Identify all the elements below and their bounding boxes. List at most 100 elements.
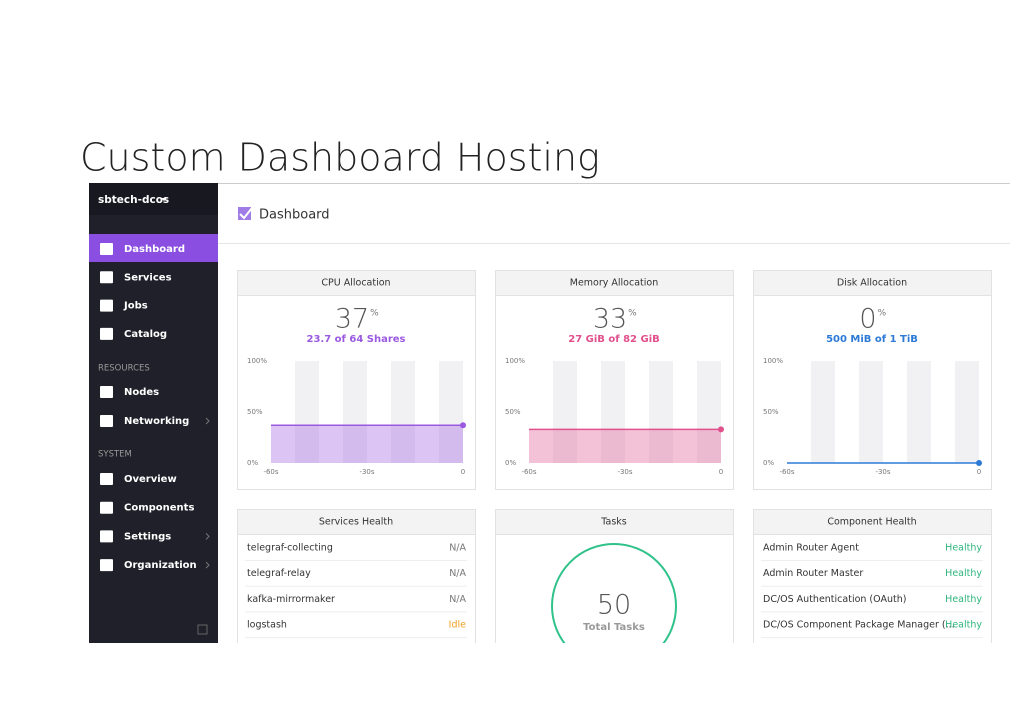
chart-stripe <box>649 361 673 463</box>
y-tick-label: 100% <box>247 357 267 365</box>
allocation-unit: % <box>370 309 379 319</box>
nav-chevron <box>205 561 210 569</box>
chart-stripe <box>697 361 721 463</box>
row-name: Admin Router Agent <box>763 543 859 554</box>
page-header: Dashboard <box>259 208 330 223</box>
nav-icon <box>100 415 113 427</box>
row-name: logstash <box>247 620 287 631</box>
row-status: N/A <box>449 568 466 579</box>
card-title: Services Health <box>319 517 393 528</box>
allocation-dot <box>460 422 466 429</box>
allocation-dot <box>718 426 724 433</box>
nav-item[interactable]: Settings <box>124 531 171 542</box>
nav-item[interactable]: Services <box>124 272 172 283</box>
nav-icon <box>100 386 113 398</box>
y-tick-label: 0% <box>763 459 774 467</box>
y-tick-label: 0% <box>247 459 258 467</box>
row-name: kafka-mirrormaker <box>247 594 335 605</box>
tasks-ring <box>551 543 677 643</box>
nav-icon <box>100 559 113 572</box>
allocation-area <box>271 425 463 463</box>
card-title: Component Health <box>827 517 916 528</box>
card-header <box>238 271 475 295</box>
nav-item[interactable]: Components <box>124 503 194 514</box>
x-tick-label: -60s <box>263 468 278 476</box>
row-status: Healthy <box>945 594 982 605</box>
x-tick-label: 0 <box>719 468 723 476</box>
nav-heading: RESOURCES <box>98 364 150 374</box>
nav-icon <box>100 299 113 312</box>
y-tick-label: 0% <box>505 459 516 467</box>
nav-item[interactable]: Dashboard <box>124 244 185 255</box>
chart-stripe <box>907 361 931 463</box>
x-tick-label: -30s <box>617 468 632 476</box>
chart-stripe <box>343 361 367 463</box>
allocation-dot <box>976 460 982 466</box>
card-title: Memory Allocation <box>570 278 659 289</box>
x-tick-label: 0 <box>461 468 465 476</box>
card-header <box>238 510 475 534</box>
allocation-detail: 27 GiB of 82 GiB <box>568 334 660 345</box>
row-status: Healthy <box>945 568 982 579</box>
allocation-percent: 37 <box>335 304 369 335</box>
row-name: Admin Router Master <box>763 568 863 579</box>
row-name: DC/OS Authentication (OAuth) <box>763 594 906 605</box>
nav-icon <box>100 271 113 284</box>
row-name: telegraf-collecting <box>247 543 333 554</box>
x-tick-label: -60s <box>521 468 536 476</box>
chart-stripe <box>601 361 625 463</box>
tasks-count: 50 <box>597 590 631 621</box>
y-tick-label: 50% <box>763 408 779 416</box>
allocation-unit: % <box>878 309 887 319</box>
x-tick-label: -30s <box>359 468 374 476</box>
chart-stripe <box>391 361 415 463</box>
y-tick-label: 50% <box>505 408 521 416</box>
allocation-percent: 33 <box>593 304 627 335</box>
row-status: Idle <box>449 620 466 631</box>
nav-item[interactable]: Jobs <box>123 301 148 312</box>
nav-item[interactable]: Catalog <box>124 329 167 340</box>
row-name: telegraf-relay <box>247 568 311 579</box>
x-tick-label: -60s <box>779 468 794 476</box>
allocation-unit: % <box>628 309 637 319</box>
card-header <box>754 271 991 295</box>
cluster-name[interactable]: sbtech-dcos <box>98 194 169 206</box>
allocation-area <box>529 429 721 463</box>
row-status: Healthy <box>945 620 982 631</box>
x-tick-label: -30s <box>875 468 890 476</box>
card-title: Tasks <box>600 517 627 528</box>
allocation-detail: 23.7 of 64 Shares <box>307 334 406 345</box>
nav-item[interactable]: Organization <box>124 560 197 571</box>
card-title: Disk Allocation <box>837 278 907 289</box>
allocation-percent: 0 <box>859 304 876 335</box>
nav-chevron <box>205 533 210 540</box>
nav-icon <box>100 501 113 514</box>
nav-item[interactable]: Networking <box>124 416 189 427</box>
nav-icon <box>100 243 113 255</box>
card-header <box>754 510 991 534</box>
allocation-detail: 500 MiB of 1 TiB <box>826 334 918 345</box>
chart-stripe <box>295 361 319 463</box>
nav-item[interactable]: Nodes <box>124 387 159 398</box>
row-name: DC/OS Component Package Manager (... <box>763 620 955 631</box>
nav-icon <box>100 327 113 340</box>
nav-icon <box>100 473 113 485</box>
row-status: Healthy <box>945 543 982 554</box>
card-header <box>496 271 733 295</box>
nav-icon <box>100 530 113 543</box>
y-tick-label: 50% <box>247 408 263 416</box>
screenshot: sbtech-dcos Dashboard Dashboard Services J… <box>89 183 1010 643</box>
chart-stripe <box>955 361 979 463</box>
chart-stripe <box>553 361 577 463</box>
nav-heading: SYSTEM <box>98 450 132 460</box>
row-status: N/A <box>449 543 466 554</box>
x-tick-label: 0 <box>977 468 981 476</box>
chart-stripe <box>859 361 883 463</box>
chart-stripe <box>811 361 835 463</box>
nav-item[interactable]: Overview <box>124 474 177 485</box>
row-status: N/A <box>449 594 466 605</box>
nav-chevron <box>205 417 210 425</box>
chart-stripe <box>439 361 463 463</box>
